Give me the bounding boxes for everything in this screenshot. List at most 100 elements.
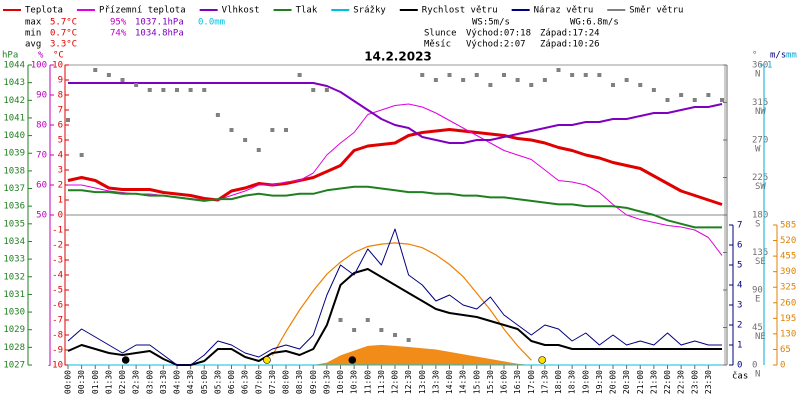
y-tick-label: 0 <box>780 361 785 371</box>
direction-point <box>624 78 629 82</box>
y-tick-label: 4 <box>58 151 63 161</box>
stat: 0.0mm <box>198 18 225 28</box>
direction-point <box>202 88 207 92</box>
direction-point <box>679 93 684 97</box>
x-tick-label: 23:00 <box>690 370 699 394</box>
y-tick-label: 135 <box>752 248 768 258</box>
direction-point <box>256 148 261 152</box>
y-tick-label: 1 <box>58 196 63 206</box>
x-tick-label: 10:00 <box>336 370 345 394</box>
x-tick-label: 22:00 <box>663 370 672 394</box>
x-tick-label: 16:00 <box>500 370 509 394</box>
radiation-area <box>68 344 722 365</box>
y-tick-label: 1028 <box>3 343 25 353</box>
compass-label: N <box>755 70 760 80</box>
direction-point <box>284 128 288 132</box>
x-tick-label: 18:00 <box>554 370 563 394</box>
axis-title: hPa <box>2 51 18 61</box>
direction-point <box>297 73 302 77</box>
compass-label: NE <box>755 332 766 342</box>
stat: 95% <box>110 18 127 28</box>
legend-label: Náraz větru <box>534 6 594 16</box>
x-tick-label: 01:30 <box>104 370 113 394</box>
stat: 1037.1hPa <box>135 18 184 28</box>
stat: 3.3°C <box>50 40 77 50</box>
compass-label: E <box>755 295 760 305</box>
legend-label: Tlak <box>296 6 318 16</box>
direction-point <box>583 73 588 77</box>
y-tick-label: 60 <box>36 181 47 191</box>
y-tick-label: 0 <box>737 361 742 371</box>
y-tick-label: 70 <box>36 151 47 161</box>
axis-title: ° <box>752 51 757 61</box>
direction-point <box>365 318 370 322</box>
direction-point <box>393 333 397 337</box>
direction-point <box>215 113 220 117</box>
direction-point <box>651 88 656 92</box>
direction-point <box>188 88 193 92</box>
x-tick-label: 20:00 <box>609 370 618 394</box>
y-tick-label: 1036 <box>3 202 25 212</box>
y-tick-label: 130 <box>780 329 796 339</box>
x-axis-label: čas <box>732 371 748 382</box>
y-tick-label: -1 <box>52 226 63 236</box>
x-tick-label: 08:30 <box>295 370 304 394</box>
direction-point <box>161 88 166 92</box>
direction-point <box>665 98 670 102</box>
moon-set: Západ:10:26 <box>540 40 600 50</box>
direction-point <box>502 73 506 77</box>
series-line <box>68 185 722 229</box>
legend-label: Teplota <box>25 6 63 16</box>
x-tick-label: 19:30 <box>595 370 604 394</box>
direction-point <box>147 88 152 92</box>
sun-rise-marker <box>263 356 271 364</box>
stat-label: max <box>25 18 42 28</box>
direction-point <box>461 78 466 82</box>
direction-point <box>447 73 452 77</box>
y-tick-label: 195 <box>780 314 796 324</box>
x-tick-label: 15:30 <box>486 370 495 394</box>
x-tick-label: 04:00 <box>173 370 182 394</box>
axis-title: % <box>38 51 44 61</box>
direction-point <box>93 68 98 72</box>
y-tick-label: 10 <box>52 61 63 71</box>
y-tick-label: -6 <box>52 301 63 311</box>
y-tick-label: 1 <box>737 341 742 351</box>
y-tick-label: 90 <box>752 286 763 296</box>
y-tick-label: 8 <box>58 91 63 101</box>
x-tick-label: 12:30 <box>404 370 413 394</box>
x-tick-label: 11:30 <box>377 370 386 394</box>
x-tick-label: 18:30 <box>568 370 577 394</box>
y-tick-label: 1030 <box>3 308 25 318</box>
y-tick-label: 180 <box>752 211 768 221</box>
stat: 0.7°C <box>50 29 77 39</box>
stat: 74% <box>110 29 127 39</box>
x-tick-label: 02:30 <box>132 370 141 394</box>
x-tick-label: 14:00 <box>445 370 454 394</box>
clear-sky-line <box>271 242 532 361</box>
direction-point <box>406 338 411 342</box>
x-tick-label: 13:30 <box>431 370 440 394</box>
y-tick-label: 1032 <box>3 272 25 282</box>
x-tick-label: 13:00 <box>418 370 427 394</box>
compass-label: SW <box>755 182 766 192</box>
y-tick-label: 1 <box>767 61 772 71</box>
moon-rise-marker <box>121 356 130 364</box>
y-tick-label: 6 <box>737 241 742 251</box>
direction-point <box>515 78 520 82</box>
direction-point <box>79 153 84 157</box>
direction-point <box>175 88 179 92</box>
direction-point <box>324 88 329 92</box>
direction-point <box>638 83 643 87</box>
x-tick-label: 11:00 <box>363 370 372 394</box>
x-tick-label: 06:00 <box>227 370 236 394</box>
stat-label: avg <box>25 40 41 50</box>
direction-point <box>352 328 357 332</box>
y-tick-label: 1035 <box>3 219 25 229</box>
x-tick-label: 12:00 <box>391 370 400 394</box>
series-line <box>67 128 723 206</box>
y-tick-label: 45 <box>752 323 763 333</box>
y-tick-label: 1043 <box>3 78 25 88</box>
y-tick-label: -4 <box>52 271 63 281</box>
